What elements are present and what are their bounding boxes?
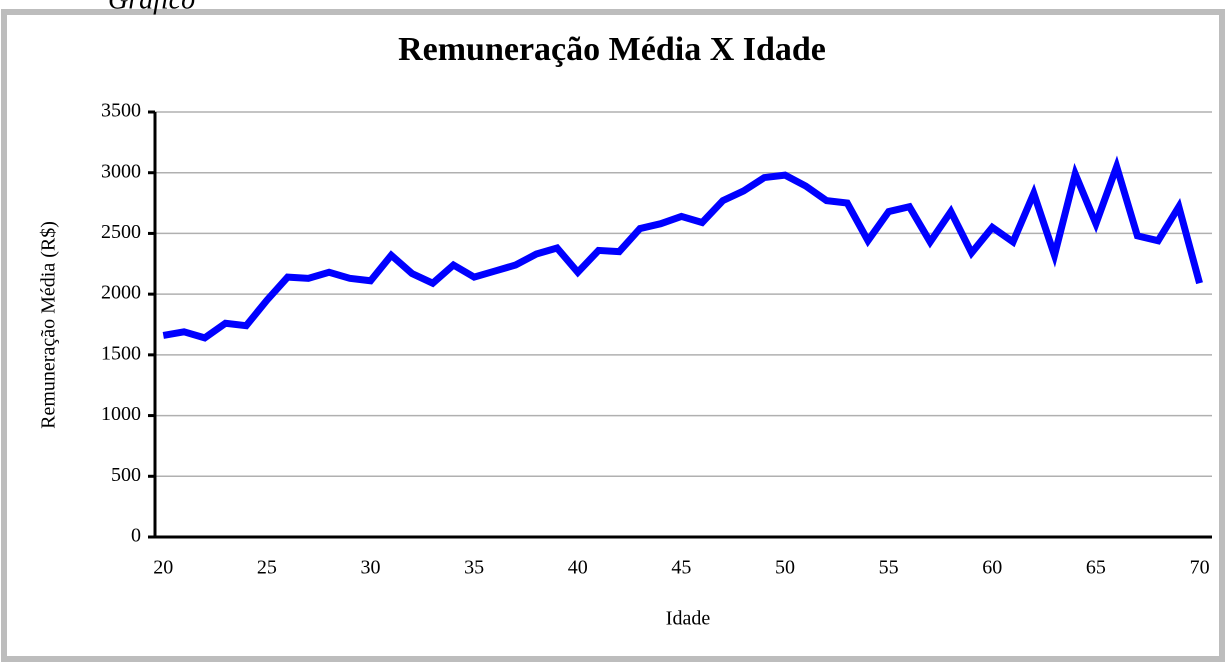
x-tick-label: 60 [982, 557, 1002, 579]
y-tick-label: 3500 [101, 100, 141, 122]
y-tick-label: 3000 [101, 160, 141, 182]
y-tick-label: 1000 [101, 403, 141, 425]
data-line [162, 155, 1203, 342]
y-axis-label: Remuneração Média (R$) [38, 221, 60, 429]
x-tick-label: 55 [879, 557, 899, 579]
x-tick-label: 50 [775, 557, 795, 579]
x-tick-label: 20 [153, 557, 173, 579]
x-tick-label: 65 [1086, 557, 1106, 579]
x-tick-label: 70 [1190, 557, 1210, 579]
y-tick-label: 2000 [101, 282, 141, 304]
y-tick-label: 500 [111, 464, 141, 486]
x-tick-label: 40 [568, 557, 588, 579]
x-tick-label: 25 [257, 557, 277, 579]
y-tick-label: 2500 [101, 221, 141, 243]
chart-title: Remuneração Média X Idade [398, 31, 826, 68]
page-caption: Gráfico [108, 0, 195, 15]
x-tick-label: 30 [361, 557, 381, 579]
x-axis-label: Idade [666, 608, 711, 630]
x-tick-label: 45 [671, 557, 691, 579]
y-tick-label: 1500 [101, 342, 141, 364]
x-tick-label: 35 [464, 557, 484, 579]
y-tick-label: 0 [131, 525, 141, 547]
